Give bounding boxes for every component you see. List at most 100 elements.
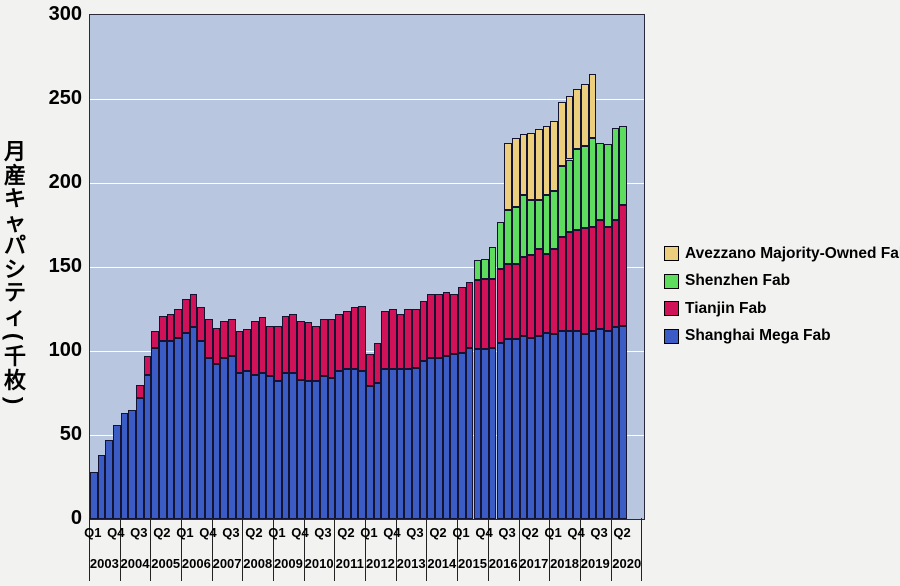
bar-segment-q2-2016-shenzhen: [496, 221, 505, 269]
bar-segment-q2-2007-shanghai: [220, 357, 229, 519]
x-quarter-label: Q4: [291, 525, 309, 540]
bar-segment-q4-2008-tianjin: [266, 325, 275, 377]
bar-segment-q2-2019-shanghai: [588, 330, 597, 519]
bar-segment-q1-2016-shanghai: [488, 347, 497, 519]
legend-item-shanghai: Shanghai Mega Fab: [664, 323, 900, 351]
legend-swatch-tianjin-icon: [664, 301, 679, 317]
bar-segment-q3-2017-shanghai: [534, 335, 543, 519]
x-year-label: 2007: [212, 556, 242, 571]
bar-segment-q2-2017-avezzano: [527, 132, 535, 200]
bar-segment-q3-2003-shanghai: [105, 440, 113, 519]
x-quarter-label: Q1: [268, 525, 286, 540]
legend-label: Shenzhen Fab: [685, 272, 791, 290]
bar-segment-q2-2006-tianjin: [189, 293, 198, 328]
bar-segment-q1-2019-tianjin: [580, 228, 589, 335]
bar-segment-q1-2007-shanghai: [212, 364, 221, 519]
x-axis-year-separator: [89, 518, 90, 581]
bar-segment-q1-2012-shanghai: [366, 386, 374, 519]
bar-segment-q2-2009-shanghai: [281, 372, 290, 519]
bar-segment-q3-2011-tianjin: [350, 307, 359, 370]
bar-segment-q3-2009-shanghai: [289, 372, 298, 519]
bar-segment-q4-2017-shenzhen: [542, 194, 551, 254]
x-year-label: 2018: [550, 556, 579, 571]
bar-segment-q4-2003-shanghai: [113, 424, 121, 519]
bar-segment-q4-2007-shanghai: [235, 372, 244, 519]
y-tick-label: 100: [48, 339, 82, 361]
bar-segment-q4-2017-tianjin: [542, 253, 551, 333]
x-year-label: 2020: [612, 556, 642, 571]
x-quarter-label: Q3: [406, 525, 424, 540]
bar-segment-q3-2017-tianjin: [534, 248, 543, 336]
bar-segment-q4-2013-shanghai: [419, 361, 428, 519]
bar-segment-q2-2014-shanghai: [435, 357, 443, 519]
bar-segment-q1-2020-shenzhen: [611, 127, 620, 220]
bar-segment-q3-2012-tianjin: [381, 310, 390, 370]
bar-segment-q4-2006-shanghai: [205, 357, 213, 519]
x-year-label: 2008: [243, 556, 273, 571]
x-axis-year-separator: [487, 518, 489, 581]
plot-area: [89, 14, 645, 520]
bar-segment-q1-2020-shanghai: [611, 327, 620, 519]
bar-segment-q1-2016-shenzhen: [488, 246, 497, 279]
y-axis-title-char: ャ: [4, 209, 27, 235]
y-axis-title-char: ): [2, 396, 28, 405]
bar-segment-q4-2010-shanghai: [327, 377, 336, 519]
x-quarter-label: Q3: [314, 525, 332, 540]
bar-segment-q2-2009-tianjin: [281, 315, 290, 373]
x-axis-year-separator: [150, 518, 152, 581]
bar-segment-q1-2004-shanghai: [120, 413, 129, 519]
legend-swatch-shenzhen-icon: [664, 273, 679, 289]
bar-segment-q3-2014-shanghai: [442, 356, 451, 519]
bar-segment-q2-2013-shanghai: [404, 369, 413, 519]
bar-segment-q4-2005-shanghai: [174, 337, 183, 519]
bar-segment-q1-2011-shanghai: [335, 371, 344, 519]
bar-segment-q2-2016-tianjin: [496, 268, 505, 343]
x-quarter-label: Q1: [452, 525, 470, 540]
y-axis-title-char: 産: [4, 162, 27, 188]
legend-label: Tianjin Fab: [685, 299, 767, 317]
bar-segment-q2-2019-shenzhen: [588, 137, 597, 227]
bar-segment-q3-2008-shanghai: [258, 372, 267, 519]
bar-segment-q3-2016-tianjin: [504, 263, 512, 340]
bar-segment-q2-2018-avezzano: [557, 102, 566, 167]
bar-segment-q4-2018-tianjin: [573, 230, 581, 331]
bar-segment-q2-2012-shanghai: [373, 382, 382, 519]
bar-segment-q1-2018-avezzano: [550, 120, 558, 192]
bar-segment-q1-2013-shanghai: [396, 369, 405, 519]
bar-segment-q2-2008-tianjin: [251, 320, 259, 375]
legend-label: Shanghai Mega Fab: [685, 327, 831, 345]
x-axis-year-separator: [119, 518, 121, 581]
bar-segment-q3-2004-tianjin: [136, 384, 144, 399]
y-axis-title-char: 千: [4, 344, 27, 369]
bar-segment-q4-2016-shanghai: [511, 339, 520, 519]
x-axis-year-separator: [457, 518, 459, 581]
bar-segment-q2-2018-shanghai: [557, 330, 566, 519]
bar-segment-q4-2018-shanghai: [573, 330, 581, 519]
bar-segment-q4-2019-shenzhen: [603, 144, 612, 227]
x-axis-year-separator: [181, 518, 183, 581]
y-tick-label: 300: [48, 3, 82, 25]
gridline: [90, 350, 644, 352]
x-quarter-label: Q1: [360, 525, 378, 540]
bar-segment-q2-2017-tianjin: [527, 255, 535, 338]
bar-segment-q1-2013-tianjin: [396, 314, 405, 370]
x-year-label: 2016: [488, 556, 518, 571]
bar-segment-q1-2014-shanghai: [427, 357, 436, 519]
y-axis-title-char: シ: [4, 256, 27, 282]
bar-segment-q4-2019-shanghai: [603, 330, 612, 519]
bar-segment-q3-2007-shanghai: [228, 356, 236, 519]
bar-segment-q2-2005-tianjin: [159, 315, 167, 341]
bar-segment-q2-2019-tianjin: [588, 226, 597, 331]
bar-segment-q3-2013-shanghai: [412, 367, 420, 519]
x-quarter-label: Q2: [429, 525, 447, 540]
x-year-label: 2009: [273, 556, 303, 571]
gridline: [90, 182, 644, 184]
x-year-label: 2019: [580, 556, 610, 571]
x-axis-year-separator: [579, 518, 581, 581]
x-year-label: 2015: [458, 556, 487, 571]
x-quarter-label: Q4: [475, 525, 493, 540]
bar-segment-q4-2013-tianjin: [419, 300, 428, 362]
bar-segment-q1-2006-shanghai: [182, 332, 190, 519]
bar-segment-q1-2014-tianjin: [427, 293, 436, 358]
